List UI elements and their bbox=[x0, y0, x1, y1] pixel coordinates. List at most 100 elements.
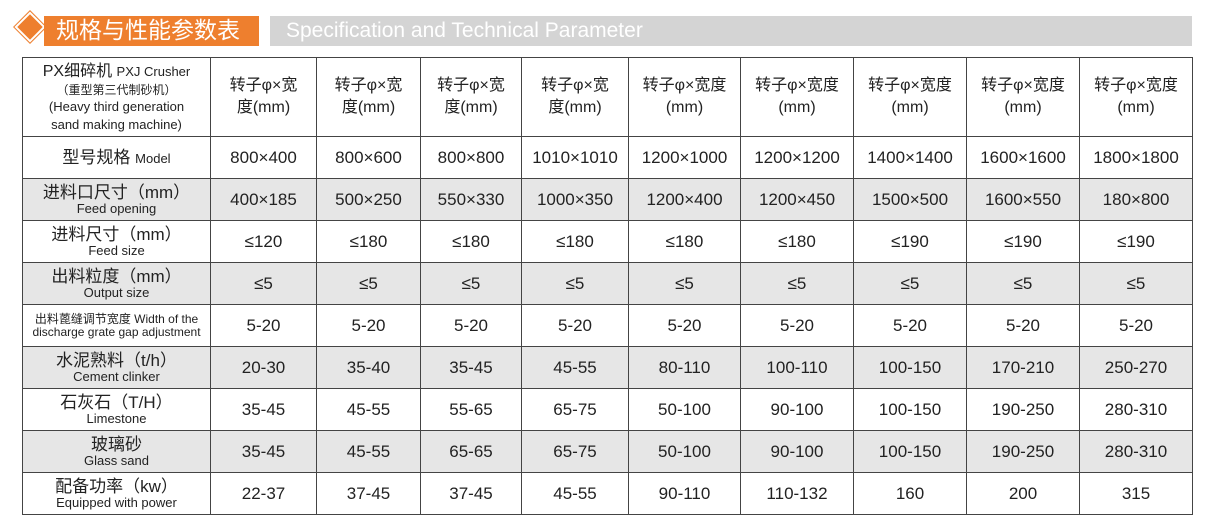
row-label: 进料尺寸（mm） Feed size bbox=[22, 220, 211, 263]
label-cn: 水泥熟料（t/h） bbox=[56, 350, 177, 370]
value-cell: 100-150 bbox=[853, 388, 967, 431]
diamond-icon bbox=[17, 14, 43, 40]
column-header: 转子φ×宽度(mm) bbox=[740, 57, 854, 137]
row-label: 进料口尺寸（mm） Feed opening bbox=[22, 178, 211, 221]
value-cell: ≤180 bbox=[521, 220, 629, 263]
value-cell: 5-20 bbox=[740, 304, 854, 347]
column-header: 转子φ×宽度(mm) bbox=[1079, 57, 1193, 137]
value-cell: ≤5 bbox=[210, 262, 317, 305]
row-label: 出料粒度（mm） Output size bbox=[22, 262, 211, 305]
row-label: 玻璃砂 Glass sand bbox=[22, 430, 211, 473]
value-cell: 280-310 bbox=[1079, 430, 1193, 473]
value-cell: 80-110 bbox=[628, 346, 741, 389]
label-en: Feed size bbox=[88, 242, 145, 258]
value-cell: 35-45 bbox=[210, 388, 317, 431]
value-cell: 280-310 bbox=[1079, 388, 1193, 431]
table-row: 石灰石（T/H） Limestone 35-45 45-55 55-65 65-75 50-… bbox=[22, 388, 1193, 431]
row-label: 出料蓖缝调节宽度 Width of the discharge grate gap… bbox=[22, 304, 211, 347]
value-cell: 100-150 bbox=[853, 346, 967, 389]
value-cell: 65-75 bbox=[521, 430, 629, 473]
value-cell: ≤180 bbox=[628, 220, 741, 263]
value-cell: 1600×550 bbox=[966, 178, 1080, 221]
label-cn: 玻璃砂 bbox=[91, 434, 142, 454]
column-header: 转子φ×宽度(mm) bbox=[628, 57, 741, 137]
row-label: 配备功率（kw） Equipped with power bbox=[22, 472, 211, 515]
value-cell: 1400×1400 bbox=[853, 136, 967, 179]
column-header: 转子φ×宽度(mm) bbox=[966, 57, 1080, 137]
value-cell: 50-100 bbox=[628, 430, 741, 473]
value-cell: 45-55 bbox=[316, 430, 421, 473]
value-cell: 190-250 bbox=[966, 388, 1080, 431]
value-cell: 45-55 bbox=[521, 346, 629, 389]
value-cell: 37-45 bbox=[420, 472, 522, 515]
label-en: Equipped with power bbox=[56, 494, 177, 510]
corner-subtitle: （重型第三代制砂机） bbox=[56, 83, 177, 98]
corner-en-2: sand making machine) bbox=[51, 116, 182, 132]
table-row: 配备功率（kw） Equipped with power 22-37 37-45 37-… bbox=[22, 472, 1193, 515]
spec-table: PX细碎机 PXJ Crusher （重型第三代制砂机） (Heavy third … bbox=[22, 57, 1193, 515]
value-cell: ≤5 bbox=[853, 262, 967, 305]
value-cell: 160 bbox=[853, 472, 967, 515]
value-cell: 190-250 bbox=[966, 430, 1080, 473]
value-cell: ≤5 bbox=[628, 262, 741, 305]
value-cell: ≤190 bbox=[1079, 220, 1193, 263]
table-row: 水泥熟料（t/h） Cement clinker 20-30 35-40 35-45 45… bbox=[22, 346, 1193, 389]
value-cell: 45-55 bbox=[521, 472, 629, 515]
corner-cell: PX细碎机 PXJ Crusher （重型第三代制砂机） (Heavy third … bbox=[22, 57, 211, 137]
value-cell: 100-150 bbox=[853, 430, 967, 473]
column-header: 转子φ×宽度(mm) bbox=[521, 57, 629, 137]
value-cell: 90-100 bbox=[740, 430, 854, 473]
table-row: 进料尺寸（mm） Feed size ≤120 ≤180 ≤180 ≤180 ≤180 ≤18… bbox=[22, 220, 1193, 263]
value-cell: 55-65 bbox=[420, 388, 522, 431]
value-cell: 1010×1010 bbox=[521, 136, 629, 179]
value-cell: 1500×500 bbox=[853, 178, 967, 221]
table-row: 出料蓖缝调节宽度 Width of the discharge grate gap… bbox=[22, 304, 1193, 347]
value-cell: 200 bbox=[966, 472, 1080, 515]
label-en: Feed opening bbox=[76, 200, 157, 216]
value-cell: 1600×1600 bbox=[966, 136, 1080, 179]
corner-title-en: PXJ Crusher bbox=[116, 63, 191, 79]
value-cell: 20-30 bbox=[210, 346, 317, 389]
value-cell: 5-20 bbox=[420, 304, 522, 347]
label-cn: 型号规格 bbox=[62, 147, 131, 167]
value-cell: 5-20 bbox=[628, 304, 741, 347]
value-cell: 35-45 bbox=[420, 346, 522, 389]
value-cell: 1200×450 bbox=[740, 178, 854, 221]
value-cell: 550×330 bbox=[420, 178, 522, 221]
label-cn: 进料口尺寸（mm） bbox=[42, 182, 191, 202]
value-cell: 1000×350 bbox=[521, 178, 629, 221]
label-cn: 进料尺寸（mm） bbox=[51, 224, 182, 244]
value-cell: 5-20 bbox=[521, 304, 629, 347]
value-cell: 250-270 bbox=[1079, 346, 1193, 389]
value-cell: 400×185 bbox=[210, 178, 317, 221]
label-en: Glass sand bbox=[83, 452, 150, 468]
title-chinese: 规格与性能参数表 bbox=[44, 16, 259, 46]
column-header: 转子φ×宽度(mm) bbox=[210, 57, 317, 137]
value-cell: 65-75 bbox=[521, 388, 629, 431]
value-cell: 1200×400 bbox=[628, 178, 741, 221]
table-row: 玻璃砂 Glass sand 35-45 45-55 65-65 65-75 50-100 9… bbox=[22, 430, 1193, 473]
label-cn: 配备功率（kw） bbox=[55, 476, 178, 496]
value-cell: ≤120 bbox=[210, 220, 317, 263]
value-cell: 50-100 bbox=[628, 388, 741, 431]
value-cell: ≤180 bbox=[316, 220, 421, 263]
row-label: 石灰石（T/H） Limestone bbox=[22, 388, 211, 431]
table-row: 型号规格 Model 800×400 800×600 800×800 1010×1010… bbox=[22, 136, 1193, 179]
value-cell: 315 bbox=[1079, 472, 1193, 515]
value-cell: 90-100 bbox=[740, 388, 854, 431]
label-en: Limestone bbox=[86, 410, 147, 426]
corner-en-1: (Heavy third generation bbox=[48, 99, 185, 115]
value-cell: ≤5 bbox=[1079, 262, 1193, 305]
table-row: 出料粒度（mm） Output size ≤5 ≤5 ≤5 ≤5 ≤5 ≤5 ≤5 ≤5 ≤5 bbox=[22, 262, 1193, 305]
value-cell: 22-37 bbox=[210, 472, 317, 515]
value-cell: 45-55 bbox=[316, 388, 421, 431]
row-label: 型号规格 Model bbox=[22, 136, 211, 179]
value-cell: 65-65 bbox=[420, 430, 522, 473]
label-en: Output size bbox=[83, 284, 150, 300]
value-cell: 170-210 bbox=[966, 346, 1080, 389]
column-header: 转子φ×宽度(mm) bbox=[420, 57, 522, 137]
title-english: Specification and Technical Parameter bbox=[270, 16, 1192, 46]
value-cell: 1200×1000 bbox=[628, 136, 741, 179]
value-cell: 110-132 bbox=[740, 472, 854, 515]
value-cell: 5-20 bbox=[210, 304, 317, 347]
